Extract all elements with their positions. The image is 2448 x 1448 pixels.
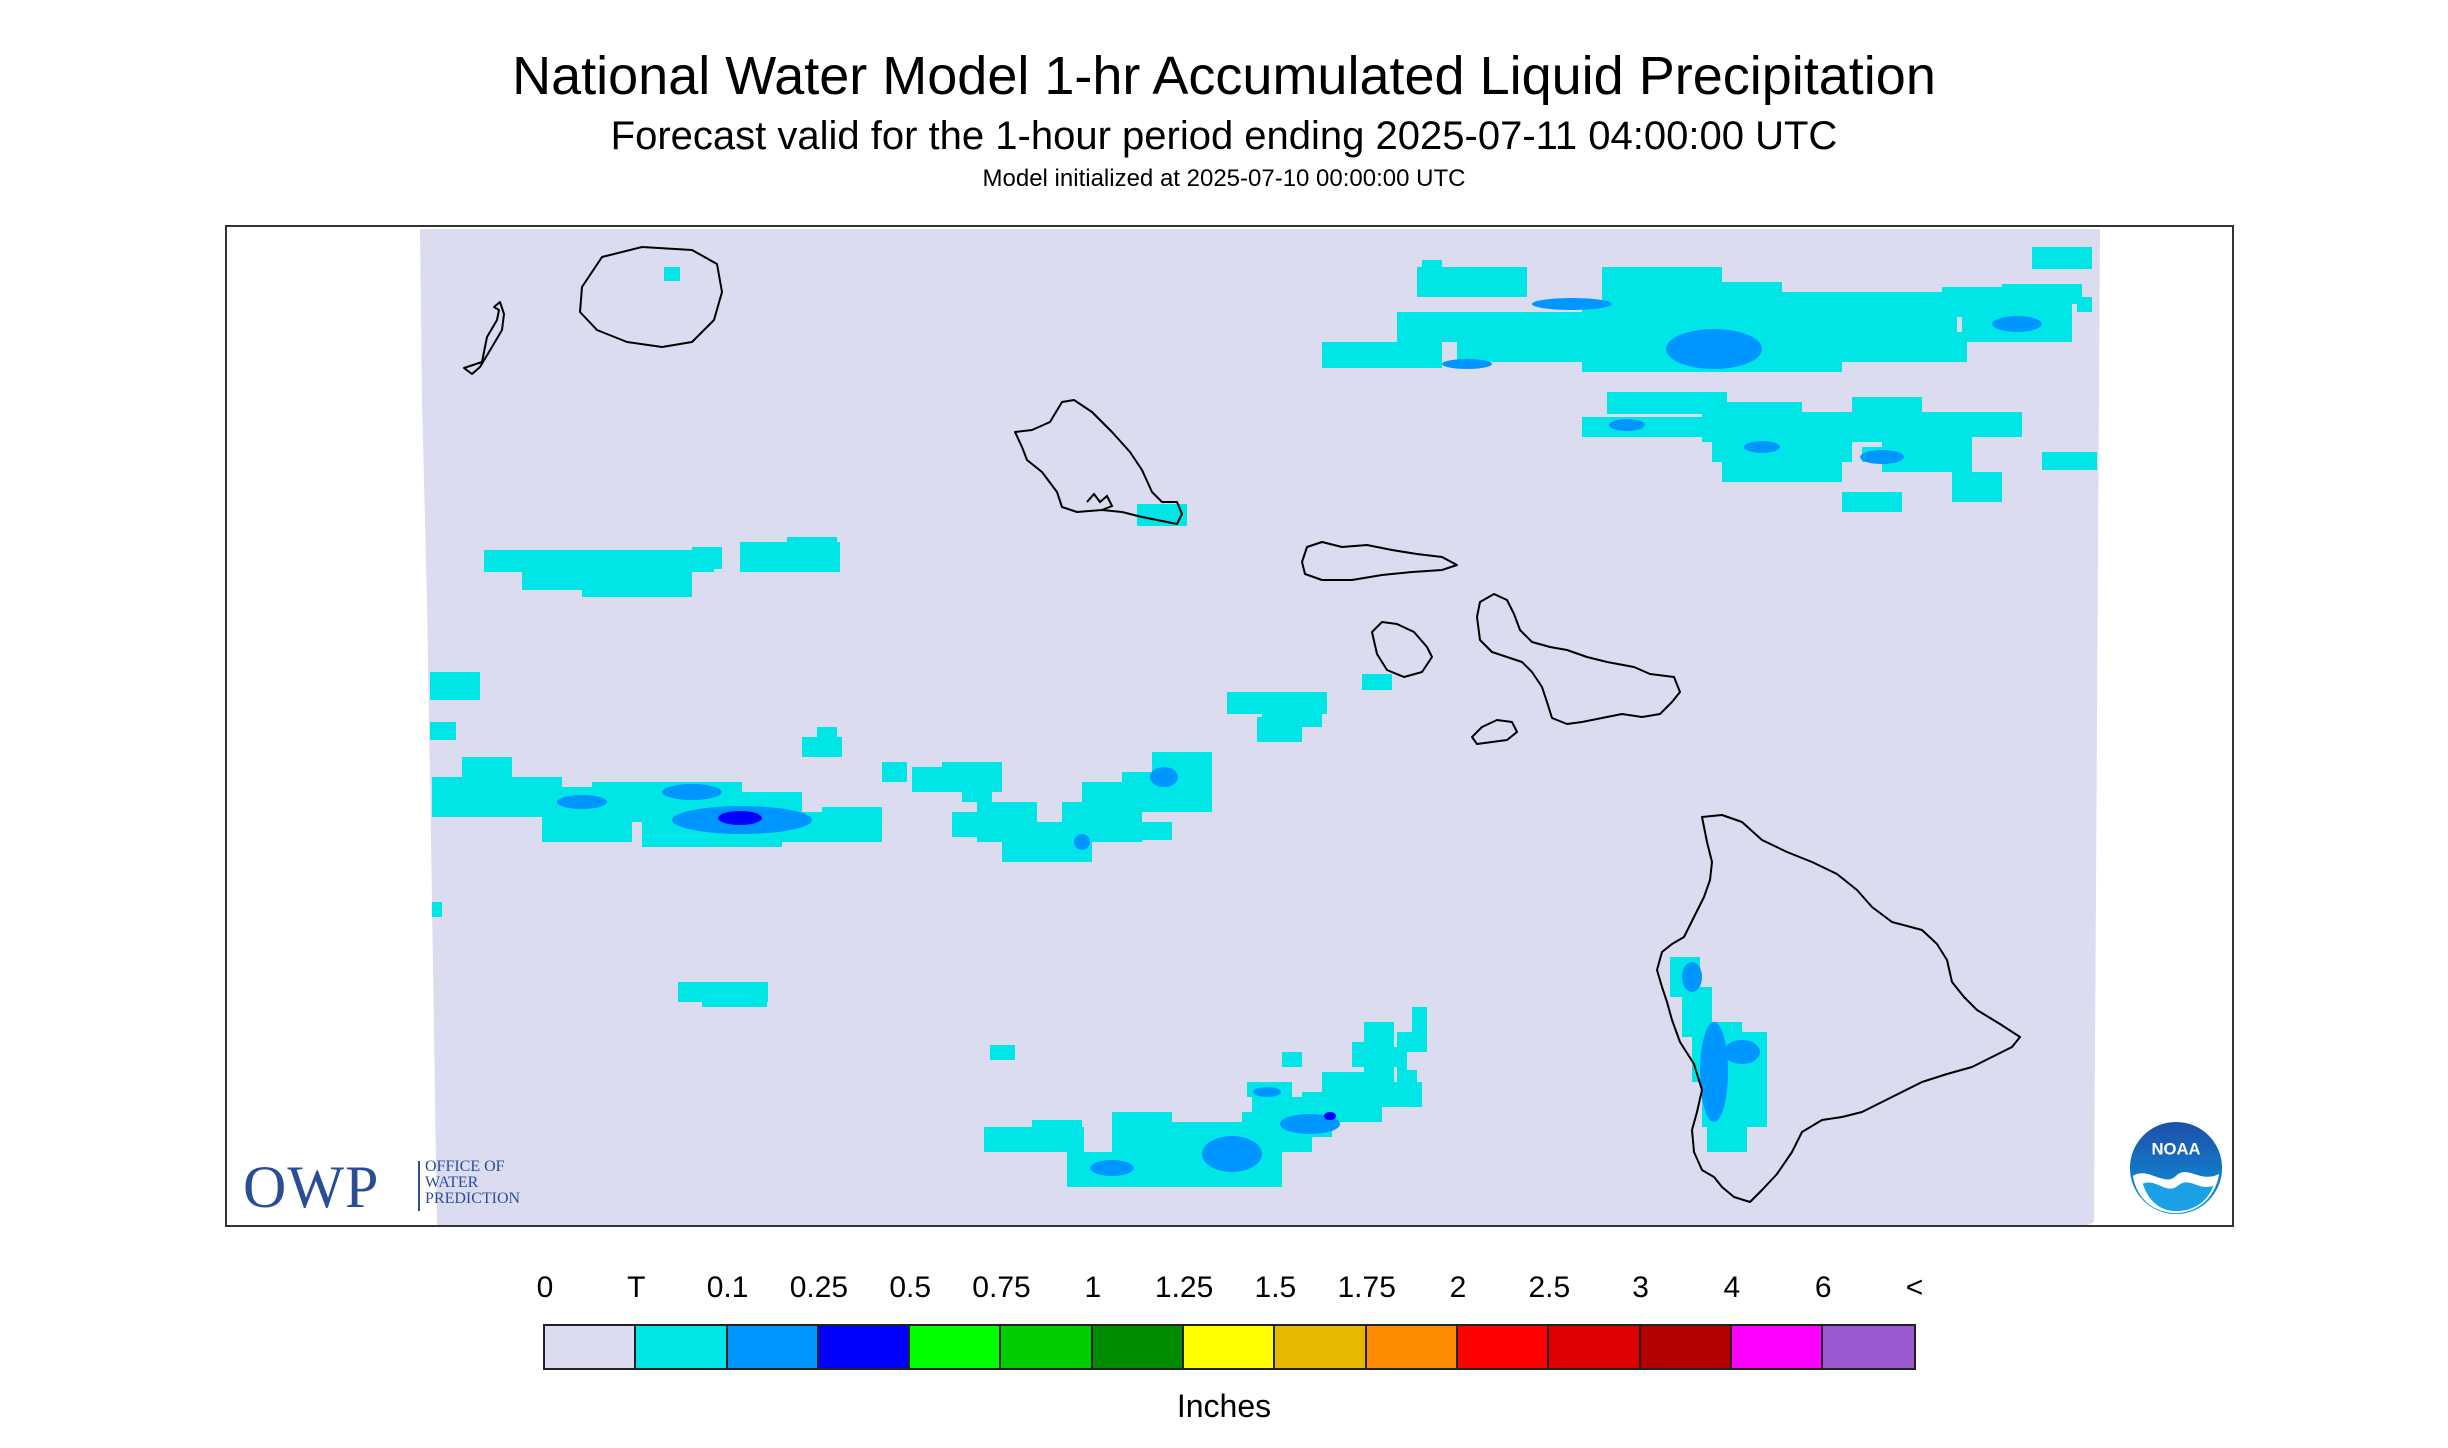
color-legend-bar [543, 1324, 1917, 1370]
owp-logo-divider [418, 1161, 420, 1211]
legend-swatch [1640, 1326, 1732, 1368]
legend-swatch [1823, 1326, 1915, 1368]
legend-swatch [1366, 1326, 1458, 1368]
legend-swatch [545, 1326, 637, 1368]
noaa-logo: NOAA [2127, 1119, 2225, 1217]
legend-label: T [627, 1271, 646, 1304]
owp-logo-line1: OFFICE OF [425, 1158, 505, 1175]
legend-swatch [1457, 1326, 1550, 1368]
legend-label: 1.75 [1337, 1271, 1396, 1304]
legend-swatch [1549, 1326, 1641, 1368]
legend-label: 2 [1449, 1271, 1467, 1304]
legend-swatch [818, 1326, 911, 1368]
pearl-harbor-coast [1086, 492, 1114, 511]
noaa-logo-text: NOAA [2151, 1139, 2200, 1158]
legend-swatch [727, 1326, 819, 1368]
legend-label: 2.5 [1528, 1271, 1571, 1304]
legend-labels: 0 T 0.1 0.25 0.5 0.75 1 1.25 1.5 1.75 2 2.5 3 4 6 < [0, 1270, 2448, 1310]
map-panel: OWP OFFICE OF WATER PREDICTION NOAA [225, 225, 2234, 1227]
legend-units: Inches [1176, 1388, 1272, 1424]
legend-label: 6 [1814, 1271, 1832, 1304]
precipitation-map [420, 229, 2100, 1225]
owp-logo-letters: OWP [243, 1154, 380, 1220]
owp-logo-line3: PREDICTION [425, 1190, 521, 1207]
legend-label: 4 [1723, 1271, 1741, 1304]
legend-swatch [1184, 1326, 1276, 1368]
map-subtitle: Forecast valid for the 1-hour period end… [610, 114, 1838, 158]
legend-swatch [1092, 1326, 1185, 1368]
legend-label: 1 [1084, 1271, 1102, 1304]
owp-logo: OWP OFFICE OF WATER PREDICTION [243, 1157, 573, 1217]
legend-label: 1.5 [1254, 1271, 1297, 1304]
owp-logo-line2: WATER [425, 1174, 479, 1191]
model-init-text: Model initialized at 2025-07-10 00:00:00… [982, 165, 1466, 192]
precip-moderate-areas [718, 811, 1336, 1120]
legend-label: 0 [536, 1271, 554, 1304]
legend-swatch [910, 1326, 1002, 1368]
legend-label: < [1905, 1271, 1924, 1304]
legend-swatch [1275, 1326, 1367, 1368]
legend-swatch [1001, 1326, 1093, 1368]
island-coastlines [463, 246, 2021, 1203]
legend-swatch [636, 1326, 728, 1368]
legend-label: 0.25 [789, 1271, 849, 1304]
legend-swatch [1731, 1326, 1824, 1368]
map-title: National Water Model 1-hr Accumulated Li… [512, 46, 1936, 106]
legend-label: 0.1 [706, 1271, 749, 1304]
precip-light-areas [557, 298, 2042, 1176]
legend-label: 0.5 [889, 1271, 932, 1304]
precip-trace-areas [430, 247, 2097, 1187]
legend-label: 0.75 [972, 1271, 1031, 1304]
legend-label: 1.25 [1154, 1271, 1214, 1304]
owp-logo-text: OFFICE OF WATER PREDICTION [425, 1159, 520, 1207]
legend-label: 3 [1632, 1271, 1649, 1304]
